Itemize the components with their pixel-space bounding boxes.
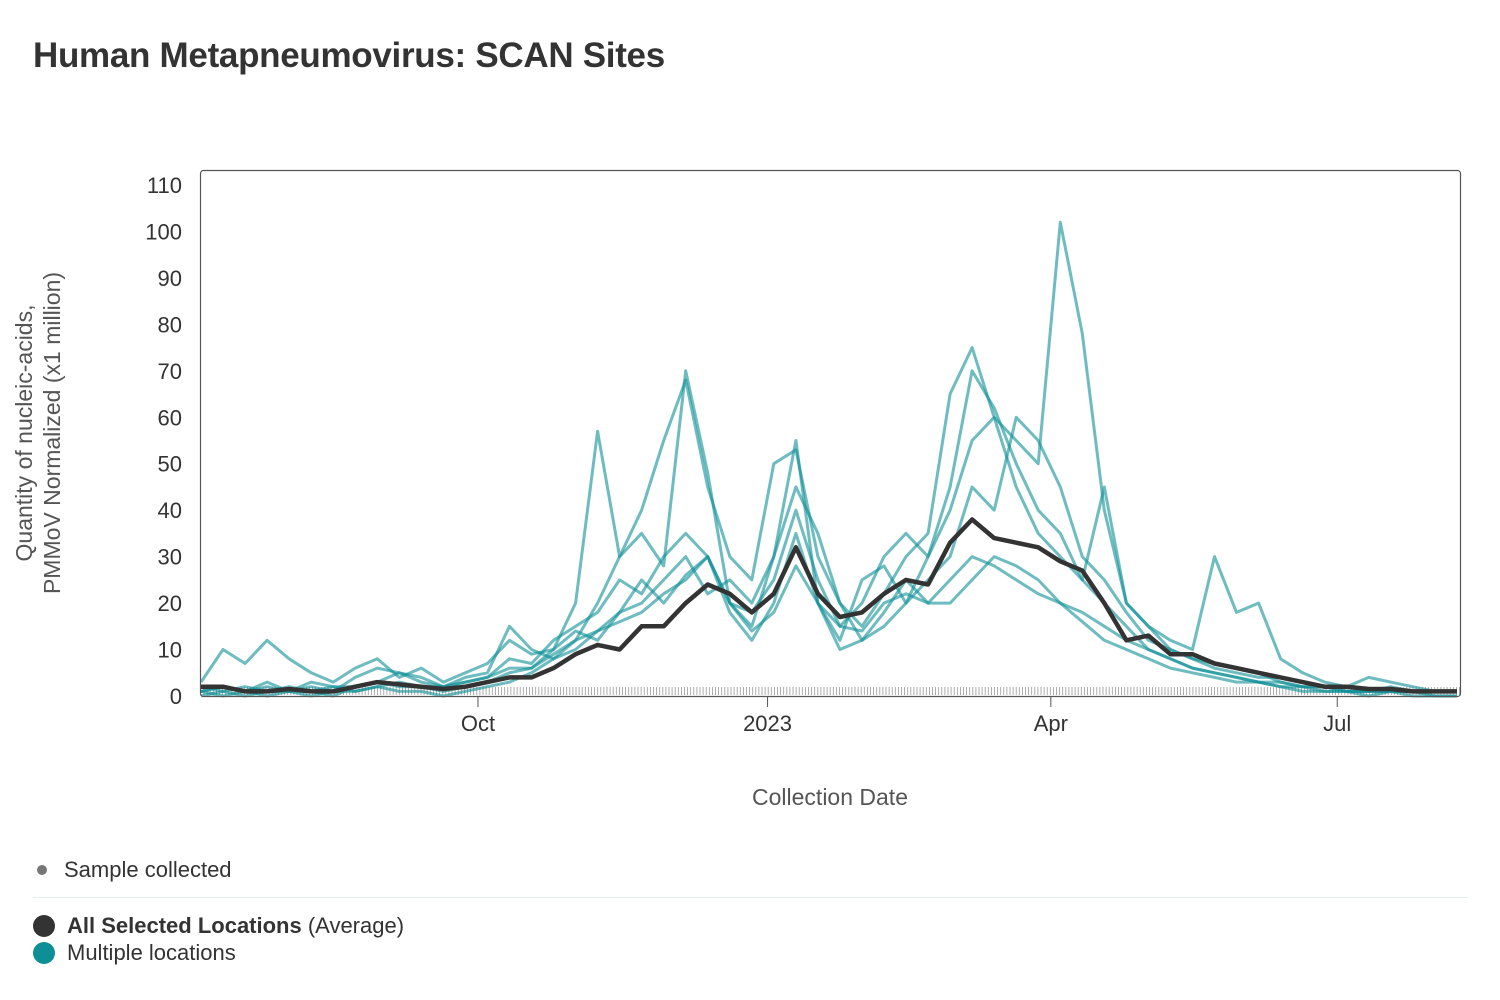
x-tick-label: Oct [461, 711, 495, 736]
legend-locations-label: Multiple locations [67, 939, 236, 965]
y-tick-label: 40 [158, 498, 182, 523]
locations-dot-icon [33, 941, 55, 964]
x-tick-label: Jul [1323, 711, 1351, 736]
y-tick-label: 30 [158, 545, 182, 570]
legend: Sample collected All Selected Locations … [33, 856, 1468, 966]
y-axis-label-line2: PMMoV Normalized (x1 million) [39, 272, 65, 594]
line-chart: 0 10 20 30 40 50 60 70 80 90 100 110 Oct 2023 Apr Jul C… [11, 169, 1462, 810]
average-dot-icon [33, 914, 55, 937]
location-series-line[interactable] [200, 531, 1457, 698]
y-tick-label: 80 [158, 312, 182, 337]
legend-divider [33, 897, 1468, 898]
location-series-line[interactable] [200, 369, 1457, 693]
y-tick-label: 110 [147, 173, 182, 198]
legend-sample: Sample collected [33, 856, 1468, 883]
location-series-line[interactable] [200, 415, 1457, 698]
location-series-line[interactable] [199, 220, 1457, 693]
legend-average-label: All Selected Locations [67, 912, 302, 938]
y-tick-label: 10 [158, 638, 182, 663]
chart-title: Human Metapneumovirus: SCAN Sites [33, 36, 665, 75]
y-tick-label: 50 [158, 452, 182, 477]
y-axis-label-line1: Quantity of nucleic-acids, [11, 305, 37, 562]
y-tick-label: 70 [158, 359, 182, 384]
plot-frame [199, 169, 1462, 698]
y-tick-label: 20 [158, 591, 182, 616]
y-tick-label: 60 [158, 405, 182, 430]
legend-average[interactable]: All Selected Locations (Average) [33, 912, 1468, 939]
sample-dot-icon [37, 864, 47, 875]
location-series-line[interactable] [200, 415, 1457, 693]
y-tick-label: 100 [145, 219, 182, 244]
y-tick-label: 90 [158, 266, 182, 291]
x-axis-label: Collection Date [752, 784, 908, 810]
x-tick-label: Apr [1034, 711, 1068, 736]
x-tick-label: 2023 [743, 711, 792, 736]
legend-sample-label: Sample collected [64, 856, 232, 882]
y-tick-label: 0 [170, 684, 182, 709]
average-series-line[interactable] [201, 517, 1457, 694]
legend-locations[interactable]: Multiple locations [33, 939, 1468, 966]
legend-average-suffix: (Average) [301, 912, 405, 938]
